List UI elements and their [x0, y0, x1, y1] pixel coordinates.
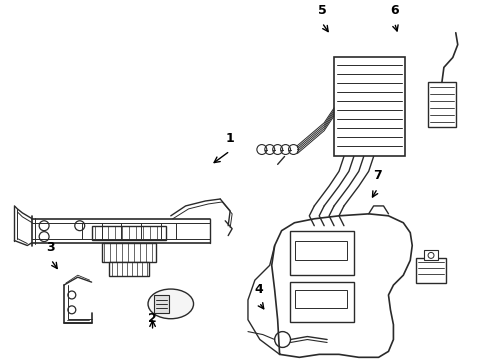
Bar [109, 262, 149, 276]
Bar [415, 258, 445, 283]
Text: 5: 5 [317, 4, 325, 17]
Bar [295, 290, 346, 308]
Text: 2: 2 [148, 312, 157, 325]
Ellipse shape [148, 289, 193, 319]
Bar [333, 58, 405, 157]
Text: 7: 7 [372, 169, 381, 183]
Text: 6: 6 [389, 4, 398, 17]
Bar [102, 243, 156, 262]
Bar [427, 82, 455, 127]
Bar [289, 231, 353, 275]
Bar [423, 251, 437, 260]
Text: 3: 3 [46, 240, 55, 254]
Bar [154, 295, 168, 313]
Bar [91, 226, 165, 239]
Text: 4: 4 [254, 283, 263, 296]
Bar [295, 240, 346, 260]
Bar [289, 282, 353, 322]
Text: 1: 1 [225, 132, 234, 145]
